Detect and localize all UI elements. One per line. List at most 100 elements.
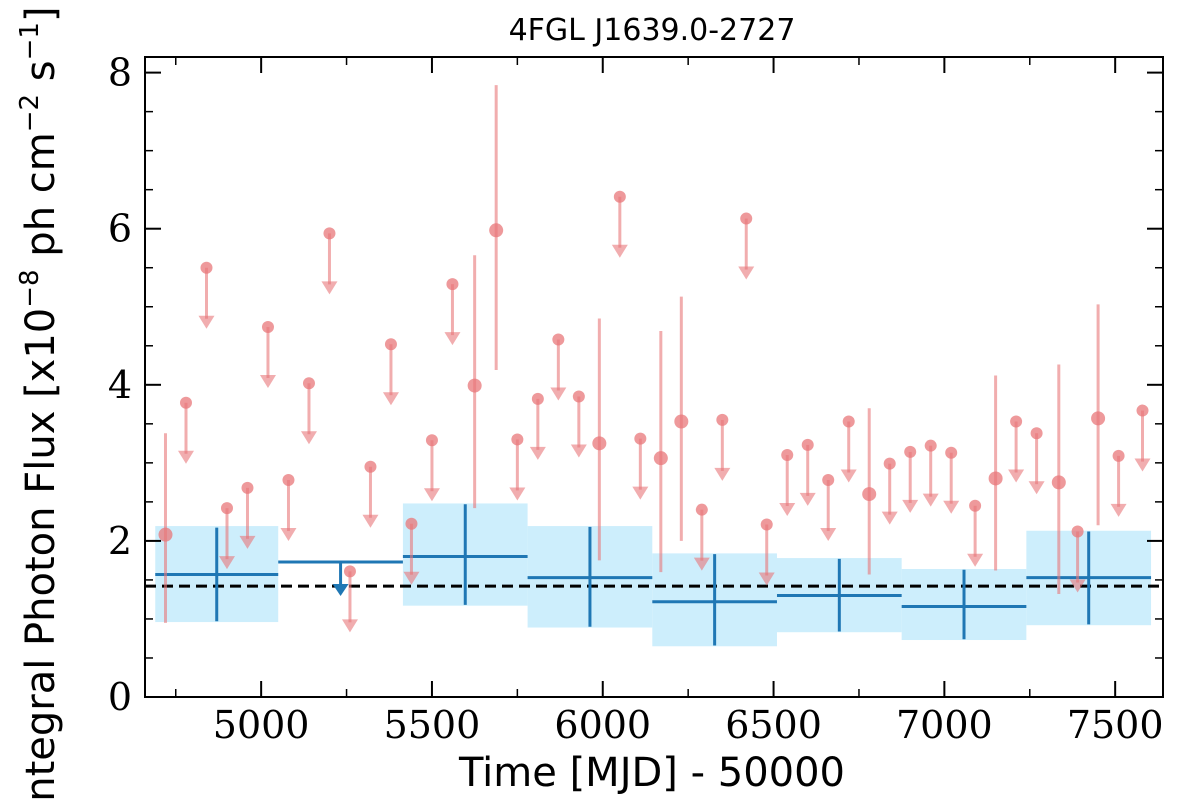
upper-limit-point (1136, 404, 1149, 417)
detection-point (674, 414, 689, 429)
axis-ticks (145, 57, 1163, 698)
detection-point (653, 451, 668, 466)
upper-limit-point (695, 503, 708, 516)
upper-limit-arrow (341, 619, 358, 633)
upper-limit-point (179, 396, 192, 409)
upper-limit-point (531, 392, 544, 405)
y-tick-label: 4 (108, 363, 132, 407)
detection-point (467, 378, 482, 393)
upper-limit-arrow (779, 503, 796, 517)
y-tick-label: 0 (108, 675, 132, 719)
upper-limit-arrow (738, 266, 755, 280)
detection-point (1051, 475, 1066, 490)
upper-limit-point (740, 212, 753, 225)
upper-limit-arrow (1028, 481, 1045, 495)
upper-limit-point (716, 413, 729, 426)
upper-limit-point (384, 338, 397, 351)
upper-limit-point (323, 227, 336, 240)
upper-limit-arrow (444, 332, 461, 346)
upper-limit-point (924, 439, 937, 452)
upper-limit-point (904, 445, 917, 458)
upper-limit-point (552, 333, 565, 346)
y-axis-label-part: ] (18, 6, 64, 22)
upper-limit-point (200, 261, 213, 274)
y-axis-label-exponent: −8 (15, 269, 45, 307)
upper-limit-arrow (177, 450, 194, 464)
detection-point (1091, 411, 1106, 426)
detection-point (158, 527, 173, 542)
upper-limit-arrow (714, 467, 731, 481)
upper-limit-arrow (1134, 458, 1151, 472)
detection-point (489, 223, 504, 238)
upper-limit-arrow (820, 528, 837, 542)
upper-limit-arrow (693, 557, 710, 571)
upper-limit-arrow (881, 511, 898, 525)
upper-limit-arrow (300, 431, 317, 445)
upper-limit-arrow (840, 469, 857, 483)
y-tick-label: 6 (108, 207, 132, 251)
upper-limit-arrow (321, 281, 338, 295)
upper-limit-arrow (1069, 579, 1086, 593)
x-tick-label: 5000 (213, 703, 310, 747)
upper-limit-arrow (570, 444, 587, 458)
upper-limit-arrow (280, 528, 297, 542)
y-axis-label-exponent: −1 (15, 22, 45, 60)
upper-limit-arrow (509, 487, 526, 501)
upper-limit-point (634, 432, 647, 445)
detection-point (862, 487, 877, 502)
y-tick-label: 2 (108, 519, 132, 563)
upper-limit-point (511, 433, 524, 446)
upper-limit-point (343, 565, 356, 578)
upper-limit-arrow (362, 514, 379, 528)
upper-limit-arrow (423, 488, 440, 502)
upper-limit-arrow (758, 572, 775, 586)
upper-limit-point (282, 474, 295, 487)
long-bin-points (155, 504, 1152, 646)
long-bin-error-bands (155, 503, 1152, 647)
upper-limit-point (1071, 525, 1084, 538)
upper-limit-point (822, 474, 835, 487)
y-axis-label-part: Integral Photon Flux [x10 (18, 308, 64, 800)
x-axis-label: Time [MJD] - 50000 (458, 750, 845, 796)
upper-limit-point (302, 377, 315, 390)
upper-limit-arrow (198, 315, 215, 329)
x-tick-label: 6500 (725, 703, 822, 747)
y-tick-labels: 0 2 4 6 8 (108, 51, 132, 719)
plot-frame (144, 56, 1164, 698)
x-tick-labels: 5000 5500 6000 6500 7000 7500 (213, 703, 1164, 747)
upper-limit-arrow (259, 375, 276, 389)
x-tick-label: 6000 (554, 703, 651, 747)
upper-limit-point (801, 438, 814, 451)
upper-limit-point (405, 517, 418, 530)
upper-limit-arrow (332, 583, 349, 596)
upper-limit-arrow (529, 446, 546, 460)
upper-limit-arrow (382, 392, 399, 406)
y-axis-label-part: s (18, 60, 64, 94)
upper-limit-point (969, 499, 982, 512)
upper-limit-arrow (1008, 469, 1025, 483)
detection-point (592, 436, 607, 451)
upper-limit-point (446, 278, 459, 291)
upper-limit-arrow (550, 387, 567, 401)
upper-limit-point (220, 502, 233, 515)
y-axis-label-part: ph cm (18, 132, 64, 269)
y-axis-label: Integral Photon Flux [x10−8 ph cm−2 s−1] (15, 6, 64, 800)
y-axis-label-exponent: −2 (15, 94, 45, 132)
upper-limit-point (1010, 415, 1023, 428)
upper-limit-point (425, 434, 438, 447)
upper-limit-point (883, 457, 896, 470)
upper-limit-arrow (403, 571, 420, 585)
upper-limit-point (261, 321, 274, 334)
upper-limit-point (842, 415, 855, 428)
upper-limit-point (572, 390, 585, 403)
x-tick-label: 7000 (896, 703, 993, 747)
upper-limit-arrow (902, 499, 919, 513)
upper-limit-point (760, 518, 773, 531)
upper-limit-arrow (218, 556, 235, 570)
upper-limit-arrow (943, 500, 960, 514)
upper-limit-point (1030, 427, 1043, 440)
detection-point (988, 471, 1003, 486)
x-tick-label: 7500 (1067, 703, 1164, 747)
upper-limit-point (781, 449, 794, 462)
